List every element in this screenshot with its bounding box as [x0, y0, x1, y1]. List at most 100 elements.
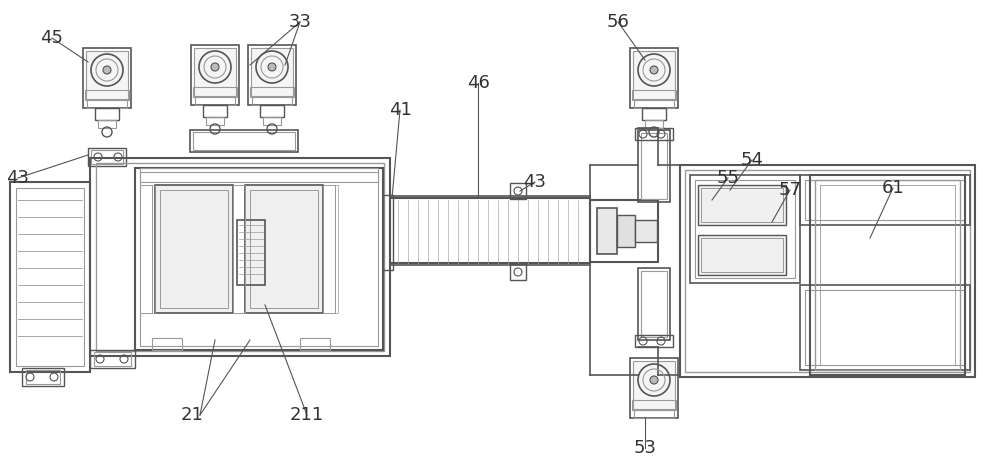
- Bar: [95, 108, 119, 120]
- Bar: [323, 185, 335, 313]
- Bar: [642, 108, 666, 120]
- Bar: [233, 185, 245, 313]
- Bar: [383, 195, 393, 270]
- Bar: [633, 51, 675, 99]
- Bar: [632, 400, 676, 410]
- Circle shape: [103, 66, 111, 74]
- Bar: [820, 185, 955, 365]
- Bar: [260, 105, 284, 117]
- Bar: [250, 87, 294, 97]
- Bar: [251, 48, 293, 96]
- Bar: [805, 290, 965, 365]
- Bar: [160, 190, 228, 308]
- Circle shape: [650, 376, 658, 384]
- Bar: [590, 200, 658, 262]
- Bar: [641, 133, 667, 199]
- Bar: [815, 180, 960, 370]
- Bar: [194, 48, 236, 96]
- Bar: [805, 180, 965, 220]
- Bar: [300, 338, 330, 350]
- Bar: [335, 185, 338, 313]
- Bar: [645, 120, 663, 128]
- Bar: [635, 335, 673, 347]
- Bar: [191, 45, 239, 105]
- Bar: [800, 175, 970, 225]
- Text: 41: 41: [389, 101, 411, 119]
- Bar: [90, 158, 390, 356]
- Bar: [86, 51, 128, 99]
- Bar: [390, 198, 590, 263]
- Bar: [140, 168, 378, 182]
- Bar: [800, 285, 970, 370]
- Bar: [193, 132, 295, 150]
- Bar: [701, 188, 783, 222]
- Bar: [90, 350, 135, 368]
- Bar: [190, 130, 298, 152]
- Text: 43: 43: [524, 173, 546, 191]
- Bar: [597, 208, 617, 254]
- Bar: [237, 220, 265, 285]
- Circle shape: [650, 66, 658, 74]
- Bar: [155, 185, 233, 313]
- Bar: [22, 368, 64, 386]
- Bar: [634, 410, 674, 418]
- Bar: [510, 264, 526, 280]
- Text: 46: 46: [467, 74, 489, 92]
- Bar: [87, 100, 127, 108]
- Bar: [630, 48, 678, 108]
- Bar: [680, 165, 975, 377]
- Bar: [810, 175, 965, 375]
- Bar: [91, 150, 123, 164]
- Text: 55: 55: [716, 169, 740, 187]
- Bar: [695, 180, 795, 278]
- Bar: [10, 182, 90, 372]
- Bar: [635, 220, 657, 242]
- Bar: [632, 90, 676, 100]
- Text: 57: 57: [778, 181, 802, 199]
- Text: 53: 53: [634, 439, 656, 457]
- Bar: [193, 87, 237, 97]
- Text: 54: 54: [740, 151, 764, 169]
- Circle shape: [268, 63, 276, 71]
- Bar: [94, 352, 131, 366]
- Bar: [635, 128, 673, 140]
- Bar: [698, 235, 786, 275]
- Bar: [685, 170, 970, 372]
- Text: 33: 33: [288, 13, 312, 31]
- Bar: [252, 97, 292, 105]
- Bar: [638, 268, 670, 340]
- Bar: [245, 185, 323, 313]
- Bar: [641, 271, 667, 337]
- Bar: [96, 163, 384, 351]
- Bar: [26, 370, 60, 384]
- Bar: [634, 100, 674, 108]
- Text: 211: 211: [290, 406, 324, 424]
- Bar: [140, 172, 378, 346]
- Bar: [701, 238, 783, 272]
- Bar: [152, 338, 182, 350]
- Bar: [152, 185, 155, 313]
- Bar: [248, 45, 296, 105]
- Bar: [263, 117, 281, 125]
- Circle shape: [211, 63, 219, 71]
- Bar: [16, 188, 84, 366]
- Bar: [510, 183, 526, 199]
- Text: 43: 43: [7, 169, 30, 187]
- Text: 45: 45: [40, 29, 64, 47]
- Bar: [690, 175, 800, 283]
- Bar: [206, 117, 224, 125]
- Bar: [203, 105, 227, 117]
- Bar: [195, 97, 235, 105]
- Bar: [83, 48, 131, 108]
- Bar: [140, 185, 152, 313]
- Bar: [135, 168, 383, 350]
- Bar: [633, 361, 675, 409]
- Bar: [88, 148, 126, 166]
- Bar: [98, 120, 116, 128]
- Bar: [250, 190, 318, 308]
- Bar: [85, 90, 129, 100]
- Text: 61: 61: [882, 179, 904, 197]
- Bar: [630, 358, 678, 418]
- Bar: [638, 130, 670, 202]
- Bar: [617, 215, 635, 247]
